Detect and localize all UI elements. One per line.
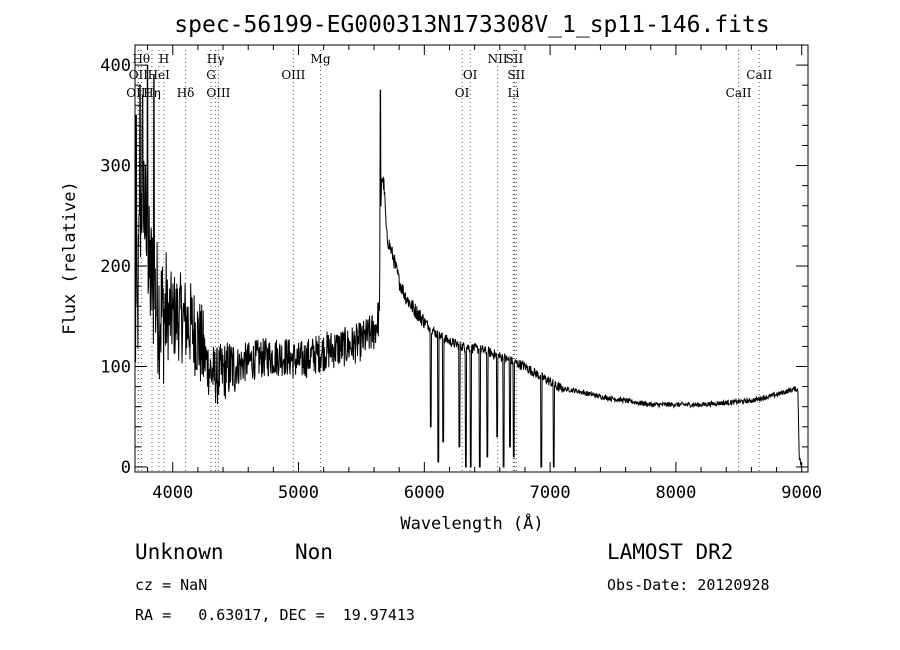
spectral-line-label: G: [206, 68, 216, 82]
spectral-line-label: OI: [463, 68, 478, 82]
x-axis-ticks: 4000 5000 6000 7000 8000 9000: [147, 45, 822, 503]
line-markers: [137, 50, 760, 472]
spectral-line-label: OI: [455, 86, 470, 100]
spectral-line-label: NII: [488, 52, 508, 66]
y-tick-label: 0: [121, 458, 131, 478]
survey-label: LAMOST DR2: [607, 540, 733, 564]
spectral-line-label: HeI: [148, 68, 171, 82]
y-axis-ticks: 0 100 200 300 400: [100, 56, 808, 478]
spectral-line-label: OIII: [281, 68, 305, 82]
x-tick-label: 4000: [152, 483, 193, 503]
spectral-line-label: SII: [507, 68, 525, 82]
x-tick-label: 7000: [530, 483, 571, 503]
y-tick-label: 200: [100, 257, 131, 277]
spectrum-line: [135, 64, 803, 469]
x-tick-label: 5000: [278, 483, 319, 503]
spectral-line-label: Mg: [311, 52, 331, 66]
subclass-label: Non: [295, 540, 333, 564]
spectral-line-label: Hη: [143, 86, 161, 100]
y-tick-label: 300: [100, 157, 131, 177]
x-axis-label: Wavelength (Å): [400, 512, 543, 534]
spectral-line-label: Li: [507, 86, 519, 100]
y-tick-label: 100: [100, 358, 131, 378]
spectral-line-label: CaII: [746, 68, 772, 82]
chart-title: spec-56199-EG000313N173308V_1_sp11-146.f…: [174, 12, 769, 38]
y-tick-label: 400: [100, 56, 131, 76]
x-tick-label: 9000: [781, 483, 822, 503]
plot-frame: [134, 44, 809, 473]
radec-label: RA = 0.63017, DEC = 19.97413: [135, 606, 415, 624]
redshift-label: cz = NaN: [135, 576, 207, 594]
x-tick-label: 6000: [404, 483, 445, 503]
spectral-line-label: Hγ: [207, 52, 225, 66]
spectral-line-label: OIII: [206, 86, 230, 100]
y-axis-label: Flux (relative): [60, 181, 80, 335]
x-tick-label: 8000: [655, 483, 696, 503]
spectral-line-label: Hδ: [177, 86, 195, 100]
class-label: Unknown: [135, 540, 224, 564]
obs-date-label: Obs-Date: 20120928: [607, 576, 770, 594]
spectral-line-label: SII: [506, 52, 524, 66]
spectral-line-label: OIII: [126, 86, 150, 100]
spectral-line-label: H: [159, 52, 169, 66]
spectral-line-label: OII: [129, 68, 149, 82]
spectral-line-label: CaII: [726, 86, 752, 100]
spectral-line-label: Hθ: [132, 52, 150, 66]
